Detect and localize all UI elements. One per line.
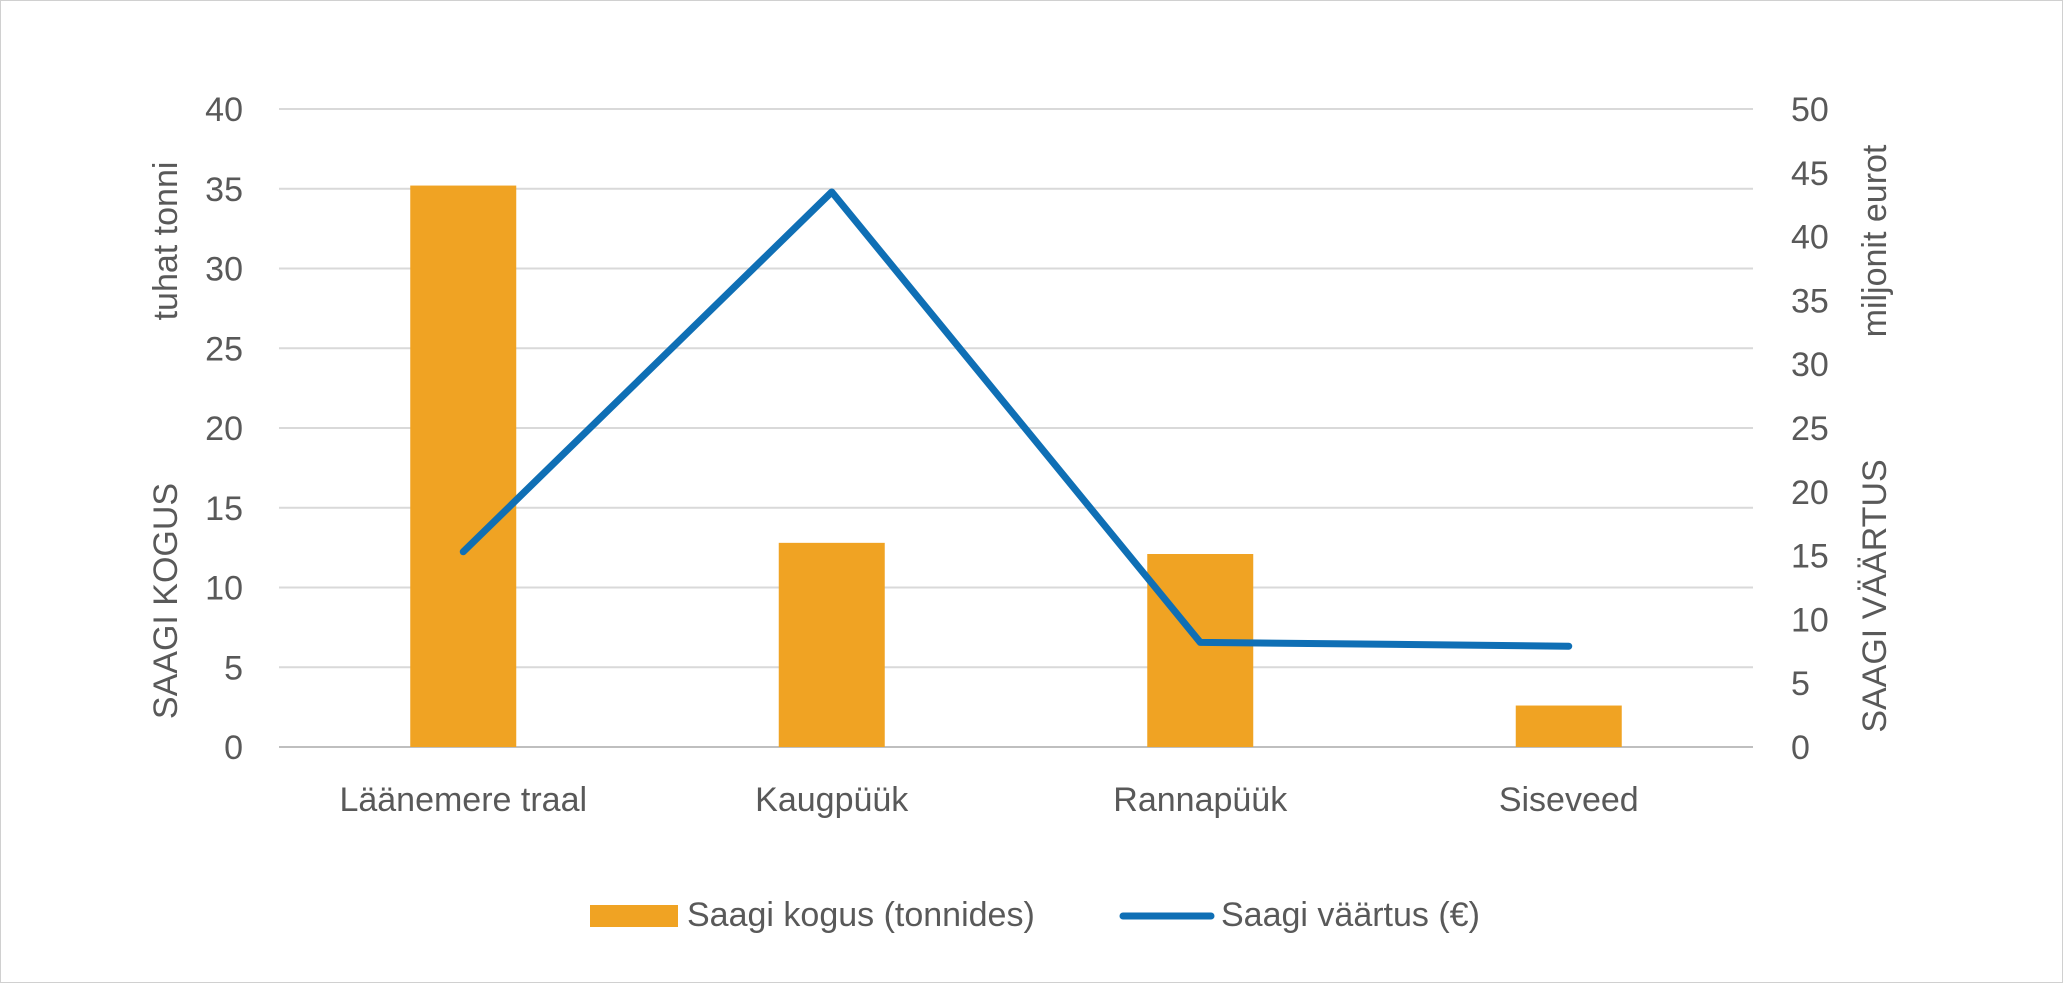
left-tick-label: 20 (205, 410, 243, 448)
bar-1 (410, 186, 516, 747)
x-tick-label: Siseveed (1499, 781, 1639, 819)
bar-3 (1147, 554, 1253, 747)
right-tick-label: 10 (1791, 601, 1829, 639)
line-series (463, 192, 1569, 646)
legend: Saagi kogus (tonnides) Saagi väärtus (€) (590, 896, 1480, 934)
bar-4 (1516, 706, 1622, 747)
right-tick-label: 5 (1791, 665, 1810, 703)
left-tick-label: 40 (205, 91, 243, 129)
right-tick-label: 35 (1791, 282, 1829, 320)
left-tick-label: 0 (224, 729, 243, 767)
left-tick-label: 5 (224, 649, 243, 687)
x-tick-label: Rannapüük (1113, 781, 1288, 819)
right-tick-label: 15 (1791, 538, 1829, 576)
bar-series (410, 186, 1622, 747)
x-tick-label: Kaugpüük (755, 781, 909, 819)
legend-label-bar: Saagi kogus (tonnides) (687, 896, 1035, 934)
right-tick-label: 0 (1791, 729, 1810, 767)
right-axis-title-top: miljonit eurot (1856, 144, 1894, 337)
left-tick-label: 25 (205, 330, 243, 368)
right-tick-label: 25 (1791, 410, 1829, 448)
left-tick-label: 10 (205, 570, 243, 608)
right-axis-title-bottom: SAAGI VÄÄRTUS (1856, 459, 1894, 732)
x-axis-ticks: Läänemere traal Kaugpüük Rannapüük Siseveed (339, 781, 1638, 819)
left-axis-title-top: tuhat tonni (147, 162, 185, 321)
right-tick-label: 20 (1791, 474, 1829, 512)
left-tick-label: 35 (205, 171, 243, 209)
right-tick-label: 45 (1791, 155, 1829, 193)
right-axis-ticks: 0 5 10 15 20 25 30 35 40 45 50 (1791, 91, 1829, 767)
right-tick-label: 30 (1791, 346, 1829, 384)
right-tick-label: 40 (1791, 219, 1829, 257)
x-tick-label: Läänemere traal (339, 781, 587, 819)
bar-2 (779, 543, 885, 747)
left-tick-label: 30 (205, 251, 243, 289)
left-tick-label: 15 (205, 490, 243, 528)
value-line (463, 192, 1569, 646)
left-axis-title-bottom: SAAGI KOGUS (147, 483, 185, 719)
legend-label-line: Saagi väärtus (€) (1221, 896, 1480, 934)
legend-swatch-bar (590, 905, 678, 927)
right-tick-label: 50 (1791, 91, 1829, 129)
left-axis-ticks: 0 5 10 15 20 25 30 35 40 (205, 91, 243, 767)
